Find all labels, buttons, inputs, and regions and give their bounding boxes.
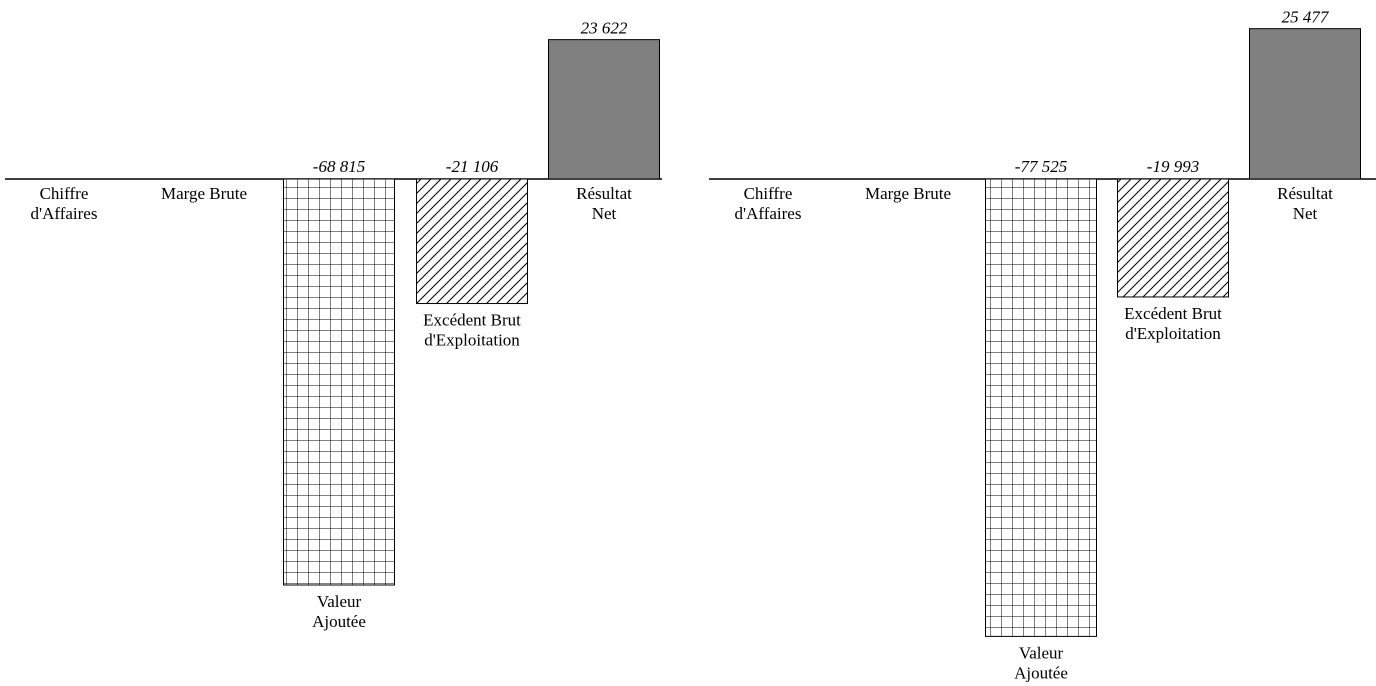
category-label-marge-brute: Marge Brute xyxy=(865,184,951,203)
category-label-line: Net xyxy=(1293,204,1318,223)
value-label-valeur-ajoutee: -77 525 xyxy=(1015,157,1067,176)
category-label-resultat-net: Résultat Net xyxy=(576,184,632,223)
category-label-line: Valeur xyxy=(1019,643,1064,662)
category-label-resultat-net: Résultat Net xyxy=(1277,184,1333,223)
bar-resultat-net xyxy=(1249,28,1361,180)
value-label-resultat-net: 23 622 xyxy=(581,19,628,38)
value-label-excedent-brut-d-exploitation: -21 106 xyxy=(446,157,499,176)
bar-resultat-net xyxy=(548,39,660,180)
category-label-line: Valeur xyxy=(317,592,362,611)
category-label-line: Résultat xyxy=(576,184,632,203)
category-label-line: Chiffre xyxy=(40,184,89,203)
category-label-line: Excédent Brut xyxy=(423,311,521,330)
category-label-excedent-brut-d-exploitation: Excédent Brut d'Exploitation xyxy=(1124,304,1222,343)
category-label-line: Chiffre xyxy=(744,184,793,203)
bar-excedent-brut-d-exploitation xyxy=(1117,178,1229,298)
category-label-line: d'Exploitation xyxy=(424,331,520,350)
category-label-line: d'Exploitation xyxy=(1125,324,1221,343)
chart-panel-2021: Chiffre d'Affaires Marge Brute -68 815 Valeu… xyxy=(5,19,662,631)
bar-valeur-ajoutee xyxy=(283,178,395,586)
bar-excedent-brut-d-exploitation xyxy=(416,178,528,305)
category-label-line: Net xyxy=(592,204,617,223)
category-label-valeur-ajoutee: Valeur Ajoutée xyxy=(1014,643,1068,682)
category-label-excedent-brut-d-exploitation: Excédent Brut d'Exploitation xyxy=(423,311,521,350)
category-label-line: d'Affaires xyxy=(735,204,802,223)
bar-valeur-ajoutee xyxy=(985,178,1097,637)
category-label-line: Marge Brute xyxy=(865,184,951,203)
category-label-line: Ajoutée xyxy=(1014,663,1068,682)
category-label-valeur-ajoutee: Valeur Ajoutée xyxy=(312,592,366,631)
category-label-marge-brute: Marge Brute xyxy=(161,184,247,203)
category-label-line: Marge Brute xyxy=(161,184,247,203)
category-label-chiffre-d-affaires: Chiffre d'Affaires xyxy=(735,184,802,223)
category-label-line: Excédent Brut xyxy=(1124,304,1222,323)
category-label-line: Résultat xyxy=(1277,184,1333,203)
category-label-line: d'Affaires xyxy=(31,204,98,223)
value-label-excedent-brut-d-exploitation: -19 993 xyxy=(1147,157,1199,176)
category-label-chiffre-d-affaires: Chiffre d'Affaires xyxy=(31,184,98,223)
value-label-resultat-net: 25 477 xyxy=(1282,8,1330,27)
value-label-valeur-ajoutee: -68 815 xyxy=(313,157,365,176)
category-label-line: Ajoutée xyxy=(312,612,366,631)
chart-panel-2022: Chiffre d'Affaires Marge Brute -77 525 Valeu… xyxy=(709,8,1376,682)
